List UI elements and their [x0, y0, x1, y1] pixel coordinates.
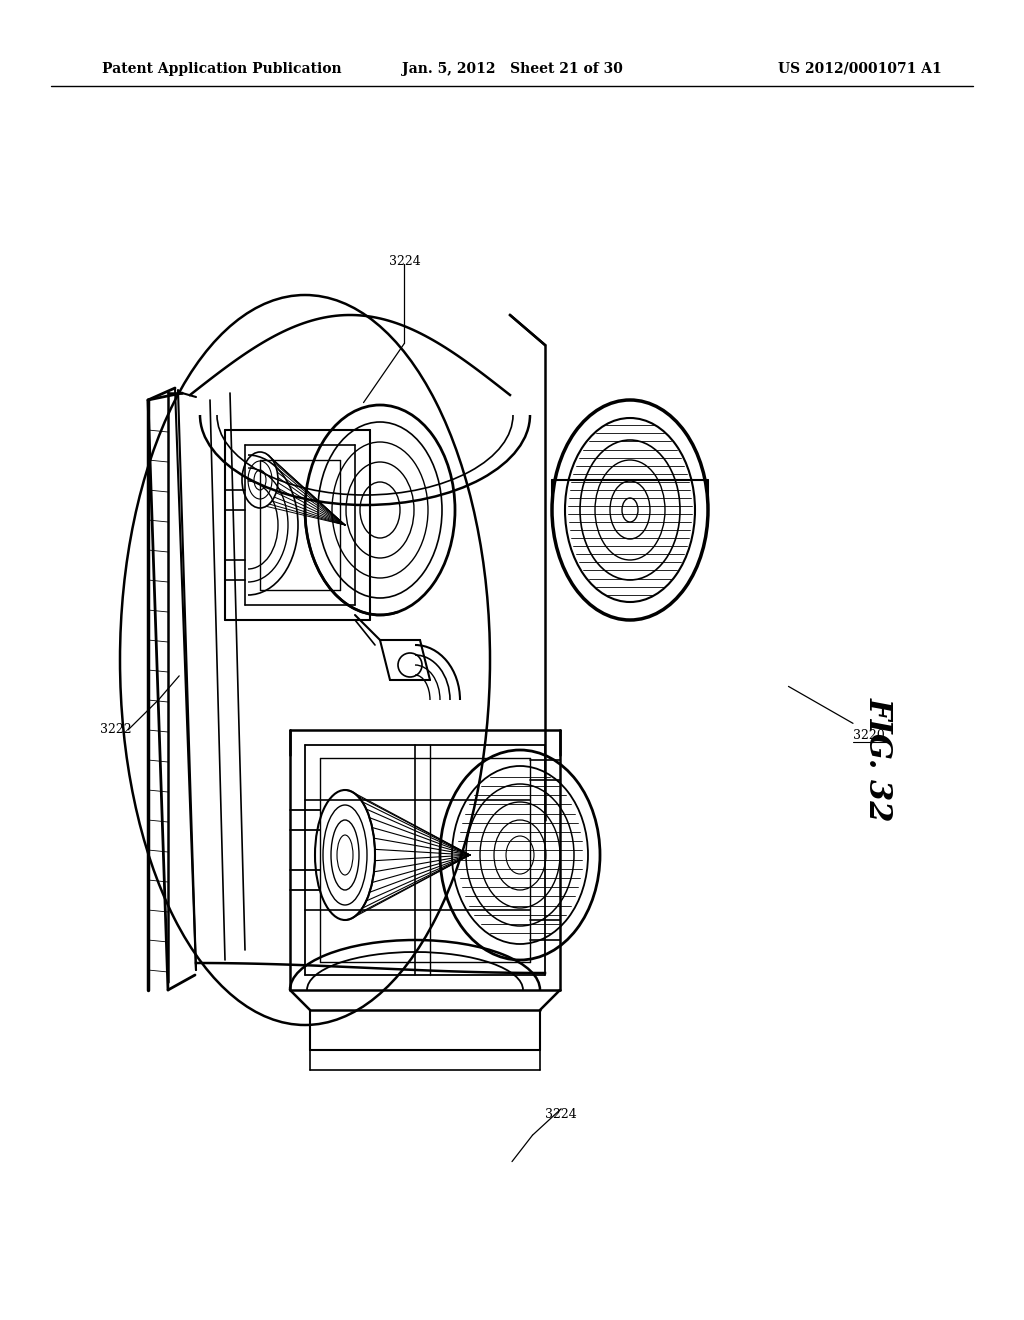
- Text: 3222: 3222: [100, 723, 132, 737]
- Text: FIG. 32: FIG. 32: [863, 697, 894, 821]
- Text: 3224: 3224: [545, 1107, 578, 1121]
- Text: US 2012/0001071 A1: US 2012/0001071 A1: [778, 62, 942, 75]
- Text: Patent Application Publication: Patent Application Publication: [102, 62, 342, 75]
- Text: 3220: 3220: [853, 729, 885, 742]
- Text: 3224: 3224: [388, 255, 421, 268]
- Text: Jan. 5, 2012   Sheet 21 of 30: Jan. 5, 2012 Sheet 21 of 30: [401, 62, 623, 75]
